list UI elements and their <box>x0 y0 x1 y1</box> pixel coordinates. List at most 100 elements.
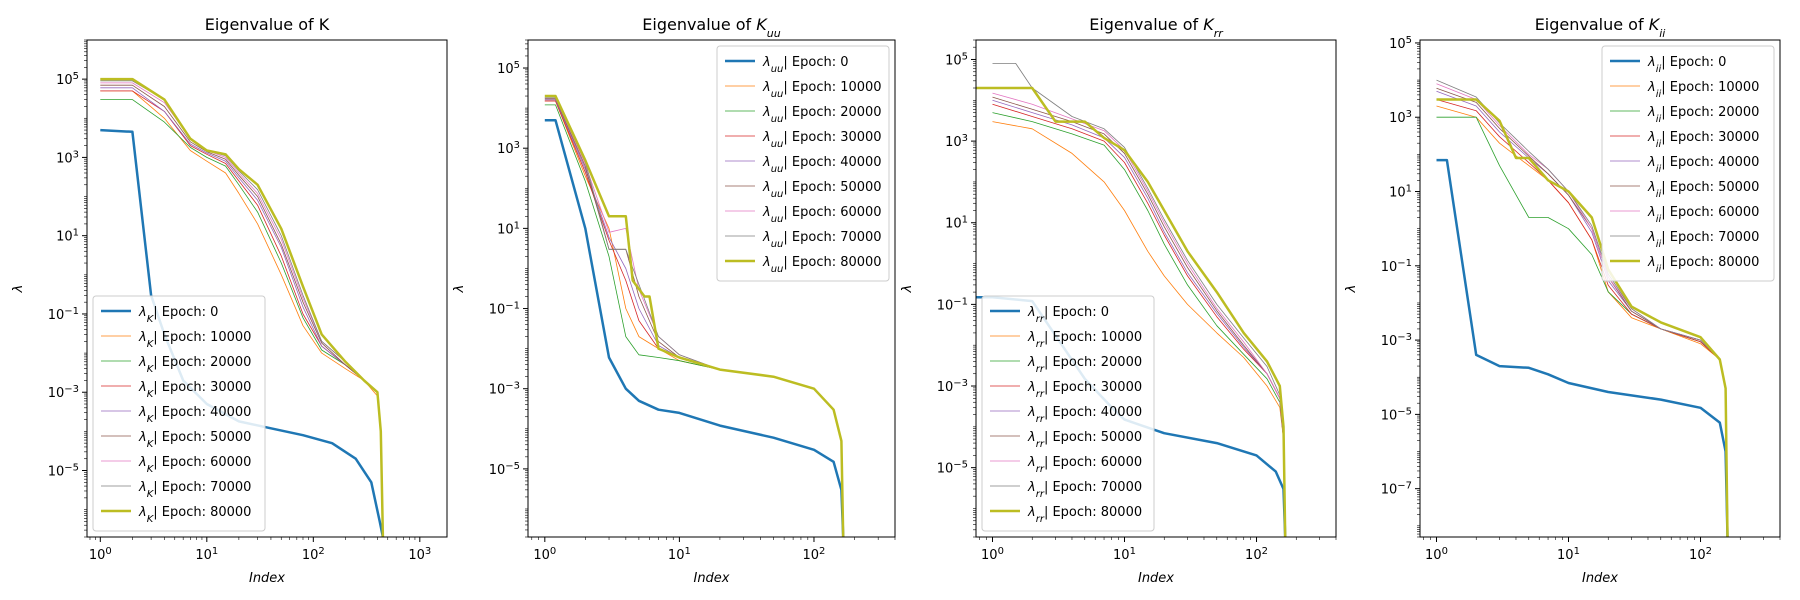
x-axis-label: Index <box>1582 571 1618 586</box>
x-tick-label: 100 <box>1425 546 1448 564</box>
x-tick-label: 100 <box>981 546 1004 564</box>
legend: λii| Epoch: 0 λii| Epoch: 10000 λii| Epoch… <box>1601 45 1775 282</box>
legend-entry: λuu| Epoch: 20000 <box>762 105 882 125</box>
series-line-epoch-2 <box>992 112 1286 537</box>
y-tick-label: 103 <box>945 133 968 151</box>
legend-entry: λK| Epoch: 10000 <box>138 330 251 350</box>
legend-entry: λuu| Epoch: 30000 <box>762 130 882 150</box>
legend-entry: λii| Epoch: 20000 <box>1647 105 1759 125</box>
legend: λrr| Epoch: 0 λrr| Epoch: 10000 λrr| Epoch… <box>981 295 1155 532</box>
legend-entry: λii| Epoch: 60000 <box>1647 205 1759 225</box>
y-tick-label: 105 <box>1389 34 1412 52</box>
y-tick-label: 101 <box>945 214 968 232</box>
legend-entry: λK| Epoch: 30000 <box>138 380 251 400</box>
legend-box <box>981 295 1155 532</box>
legend-entry: λii| Epoch: 0 <box>1647 55 1726 75</box>
legend-entry: λrr| Epoch: 70000 <box>1027 480 1142 500</box>
x-axis-label: Index <box>1138 571 1174 586</box>
x-tick-label: 102 <box>803 546 826 564</box>
legend-entry: λii| Epoch: 80000 <box>1647 255 1759 275</box>
y-tick-label: 101 <box>1389 183 1412 201</box>
y-tick-label: 105 <box>945 51 968 69</box>
y-tick-label: 10−3 <box>937 378 968 396</box>
y-axis-label: λ <box>900 285 915 294</box>
x-tick-label: 100 <box>89 546 112 564</box>
legend-entry: λrr| Epoch: 30000 <box>1027 380 1142 400</box>
series-group <box>1436 79 1729 537</box>
series-line-epoch-0 <box>544 118 845 537</box>
y-axis-label: λ <box>1344 285 1359 294</box>
x-tick-label: 101 <box>1113 546 1136 564</box>
chart-title: Eigenvalue of K <box>205 15 330 34</box>
y-tick-label: 103 <box>56 149 79 167</box>
x-tick-label: 100 <box>533 546 556 564</box>
axes-frame <box>527 39 896 538</box>
y-tick-label: 10−7 <box>1381 480 1412 498</box>
legend-entry: λuu| Epoch: 50000 <box>762 180 882 200</box>
x-tick-label: 101 <box>195 546 218 564</box>
chart-title: Eigenvalue of Kuu <box>642 15 780 40</box>
x-tick-label: 101 <box>1557 546 1580 564</box>
legend: λuu| Epoch: 0 λuu| Epoch: 10000 λuu| Epoch… <box>716 45 890 282</box>
legend: λK| Epoch: 0 λK| Epoch: 10000 λK| Epoch: 2… <box>92 295 266 532</box>
series-line-epoch-8 <box>100 77 385 537</box>
series-line-epoch-8 <box>1436 98 1729 537</box>
legend-box <box>716 45 890 282</box>
legend-entry: λrr| Epoch: 10000 <box>1027 330 1142 350</box>
legend-entry: λuu| Epoch: 70000 <box>762 230 882 250</box>
legend-entry: λK| Epoch: 40000 <box>138 405 251 425</box>
x-tick-label: 102 <box>302 546 325 564</box>
legend-entry: λK| Epoch: 50000 <box>138 430 251 450</box>
y-tick-label: 10−5 <box>48 462 79 480</box>
chart-title: Eigenvalue of Krr <box>1089 15 1224 40</box>
y-tick-label: 10−1 <box>1381 257 1412 275</box>
legend-entry: λK| Epoch: 60000 <box>138 455 251 475</box>
axes-frame <box>86 39 448 538</box>
y-tick-label: 10−5 <box>489 460 520 478</box>
legend-entry: λuu| Epoch: 60000 <box>762 205 882 225</box>
legend-entry: λuu| Epoch: 80000 <box>762 255 882 275</box>
chart-panel-2: 100 101 102 10−5 10−3 10−1 101 103 105 Eigenvalue… <box>452 15 896 586</box>
y-tick-label: 103 <box>1389 109 1412 127</box>
y-tick-label: 10−5 <box>1381 406 1412 424</box>
legend-entry: λK| Epoch: 0 <box>138 305 218 325</box>
chart-panel-1: 100 101 102 103 10−5 10−3 10−1 101 103 105 Eigenva… <box>11 15 448 586</box>
chart-title: Eigenvalue of Kii <box>1535 15 1666 40</box>
x-tick-label: 102 <box>1689 546 1712 564</box>
y-tick-label: 105 <box>497 60 520 78</box>
x-axis-label: Index <box>249 571 285 586</box>
series-line-epoch-1 <box>992 121 1286 537</box>
legend-entry: λii| Epoch: 10000 <box>1647 80 1759 100</box>
legend-entry: λK| Epoch: 70000 <box>138 480 251 500</box>
y-tick-label: 101 <box>497 220 520 238</box>
y-axis-label: λ <box>452 285 467 294</box>
legend-entry: λii| Epoch: 40000 <box>1647 155 1759 175</box>
y-tick-label: 10−3 <box>1381 332 1412 350</box>
y-tick-label: 10−3 <box>489 380 520 398</box>
y-tick-label: 103 <box>497 140 520 158</box>
legend-entry: λii| Epoch: 30000 <box>1647 130 1759 150</box>
legend-entry: λrr| Epoch: 60000 <box>1027 455 1142 475</box>
legend-entry: λuu| Epoch: 40000 <box>762 155 882 175</box>
legend-entry: λrr| Epoch: 40000 <box>1027 405 1142 425</box>
series-line-epoch-7 <box>992 63 1286 537</box>
y-tick-label: 10−3 <box>48 384 79 402</box>
legend-entry: λii| Epoch: 50000 <box>1647 180 1759 200</box>
chart-panel-4: 100 101 102 10−7 10−5 10−3 10−1 101 103 105 Eigenv… <box>1344 15 1781 586</box>
y-tick-label: 10−5 <box>937 459 968 477</box>
legend-entry: λK| Epoch: 80000 <box>138 505 251 525</box>
series-line-epoch-0 <box>1436 158 1729 537</box>
series-group <box>544 94 845 537</box>
axes-frame <box>975 39 1337 538</box>
legend-entry: λrr| Epoch: 50000 <box>1027 430 1142 450</box>
y-tick-label: 105 <box>56 71 79 89</box>
axes-frame <box>1419 39 1781 538</box>
x-tick-label: 103 <box>408 546 431 564</box>
x-axis-label: Index <box>693 571 729 586</box>
series-line-epoch-8 <box>976 86 1287 537</box>
legend-box <box>92 295 266 532</box>
legend-box <box>1601 45 1775 282</box>
legend-entry: λrr| Epoch: 20000 <box>1027 355 1142 375</box>
x-tick-label: 101 <box>668 546 691 564</box>
